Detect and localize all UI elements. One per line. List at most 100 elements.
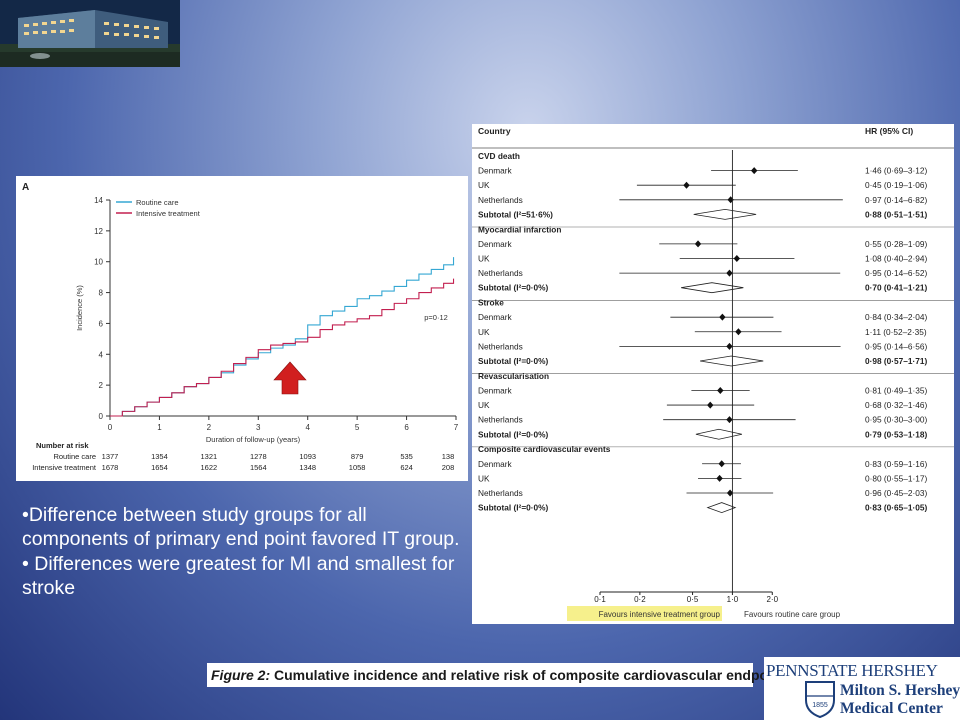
risk-table-row-label: Routine care: [53, 452, 96, 461]
x-tick-label: 3: [256, 423, 261, 432]
highlight-arrow-icon: [273, 361, 307, 395]
x-axis-label: Duration of follow-up (years): [206, 435, 301, 444]
forest-subtotal-hr-text: 0·88 (0·51–1·51): [865, 209, 928, 219]
risk-table-cell: 1093: [299, 452, 316, 461]
forest-hr-text: 0·84 (0·34–2·04): [865, 312, 928, 322]
forest-point-estimate: [707, 401, 714, 409]
risk-table-cell: 1321: [201, 452, 218, 461]
forest-row-label: Netherlands: [478, 415, 523, 425]
x-tick-label: 1: [157, 423, 162, 432]
forest-x-tick-label: 2·0: [766, 595, 778, 604]
forest-subtotal-hr-text: 0·83 (0·65–1·05): [865, 503, 928, 513]
logo-line-1: Milton S. Hershey: [840, 682, 960, 699]
x-tick-label: 6: [404, 423, 409, 432]
risk-table-cell: 208: [442, 463, 455, 472]
forest-group-title: Revascularisation: [478, 371, 549, 381]
forest-point-estimate: [735, 328, 742, 336]
forest-subtotal-diamond: [681, 282, 744, 294]
y-tick-label: 12: [94, 227, 103, 236]
bullet-1: •Difference between study groups for all…: [22, 504, 460, 551]
x-tick-label: 4: [305, 423, 310, 432]
forest-subtotal-label: Subtotal (I²=0·0%): [478, 356, 549, 366]
logo-line-2: Medical Center: [840, 700, 943, 717]
risk-table-title: Number at risk: [36, 441, 89, 450]
forest-point-estimate: [719, 313, 726, 321]
forest-row-label: Netherlands: [478, 341, 523, 351]
forest-header-country: Country: [478, 126, 511, 136]
forest-hr-text: 1·08 (0·40–2·94): [865, 253, 928, 263]
y-tick-label: 14: [94, 196, 103, 205]
series-line-intensive-treatment: [110, 278, 455, 417]
forest-hr-text: 0·68 (0·32–1·46): [865, 400, 928, 410]
forest-subtotal-hr-text: 0·98 (0·57–1·71): [865, 356, 928, 366]
forest-hr-text: 0·83 (0·59–1·16): [865, 459, 928, 469]
forest-x-tick-label: 1·0: [727, 595, 739, 604]
forest-row-label: Denmark: [478, 385, 513, 395]
favours-intensive-highlight: [567, 606, 722, 621]
forest-hr-text: 0·80 (0·55–1·17): [865, 473, 928, 483]
y-tick-label: 0: [99, 412, 104, 421]
forest-group-title: Composite cardiovascular events: [478, 444, 611, 454]
legend-label: Routine care: [136, 198, 179, 207]
forest-subtotal-label: Subtotal (I²=51·6%): [478, 209, 553, 219]
risk-table-row-label: Intensive treatment: [32, 463, 97, 472]
figure-number: Figure 2:: [211, 667, 271, 683]
forest-row-label: Netherlands: [478, 488, 523, 498]
forest-hr-text: 0·97 (0·14–6·82): [865, 195, 928, 205]
forest-group-title: Stroke: [478, 298, 504, 308]
forest-point-estimate: [750, 167, 758, 175]
forest-hr-text: 1·46 (0·69–3·12): [865, 166, 928, 176]
figure-caption-text: Cumulative incidence and relative risk o…: [274, 667, 786, 683]
forest-hr-text: 0·95 (0·30–3·00): [865, 415, 928, 425]
forest-row-label: UK: [478, 253, 490, 263]
figure-caption: Figure 2: Cumulative incidence and relat…: [207, 663, 785, 687]
risk-table-cell: 1354: [151, 452, 168, 461]
forest-header-hr: HR (95% CI): [865, 126, 913, 136]
forest-hr-text: 0·96 (0·45–2·03): [865, 488, 928, 498]
risk-table-cell: 1564: [250, 463, 267, 472]
y-tick-label: 6: [99, 319, 104, 328]
forest-subtotal-diamond: [695, 428, 743, 440]
logo-penn-state-text: PENNSTATE HERSHEY: [766, 661, 938, 680]
legend-label: Intensive treatment: [136, 209, 201, 218]
forest-group-title: CVD death: [478, 151, 520, 161]
risk-table-cell: 1058: [349, 463, 366, 472]
forest-hr-text: 0·81 (0·49–1·35): [865, 385, 928, 395]
forest-point-estimate: [683, 181, 690, 189]
y-tick-label: 8: [99, 289, 104, 298]
forest-row-label: UK: [478, 327, 490, 337]
forest-subtotal-diamond: [706, 502, 737, 513]
cumulative-incidence-chart: A 0 2 4 6 8 10 12 14 0 1 2 3 4 5 6 7 Duration of follow-u…: [16, 176, 468, 481]
risk-table-cell: 624: [400, 463, 413, 472]
forest-point-estimate: [718, 460, 725, 468]
forest-x-tick-label: 0·2: [634, 595, 646, 604]
risk-table-cell: 879: [351, 452, 364, 461]
bullet-2: • Differences were greatest for MI and s…: [22, 552, 455, 599]
forest-point-estimate: [733, 254, 741, 262]
forest-hr-text: 0·95 (0·14–6·56): [865, 341, 928, 351]
risk-table-cell: 1377: [102, 452, 119, 461]
y-axis-label: Incidence (%): [75, 285, 84, 331]
forest-point-estimate: [726, 269, 733, 277]
risk-table-cell: 1278: [250, 452, 267, 461]
forest-group-title: Myocardial infarction: [478, 224, 561, 234]
forest-subtotal-hr-text: 0·70 (0·41–1·21): [865, 283, 928, 293]
forest-point-estimate: [694, 240, 702, 248]
forest-point-estimate: [716, 474, 723, 482]
x-tick-label: 5: [355, 423, 360, 432]
forest-x-tick-label: 0·5: [687, 595, 699, 604]
forest-point-estimate: [726, 342, 733, 350]
risk-table-cell: 138: [442, 452, 455, 461]
risk-table-cell: 1348: [299, 463, 316, 472]
x-tick-label: 7: [454, 423, 459, 432]
hospital-photo: [0, 0, 180, 67]
forest-row-label: UK: [478, 473, 490, 483]
forest-point-estimate: [727, 196, 734, 204]
x-tick-label: 0: [108, 423, 113, 432]
forest-subtotal-diamond: [693, 208, 757, 220]
forest-point-estimate: [717, 386, 724, 394]
forest-row-label: Denmark: [478, 459, 513, 469]
forest-subtotal-diamond: [700, 355, 764, 367]
forest-row-label: Netherlands: [478, 268, 523, 278]
shield-icon: 1855: [805, 681, 835, 718]
